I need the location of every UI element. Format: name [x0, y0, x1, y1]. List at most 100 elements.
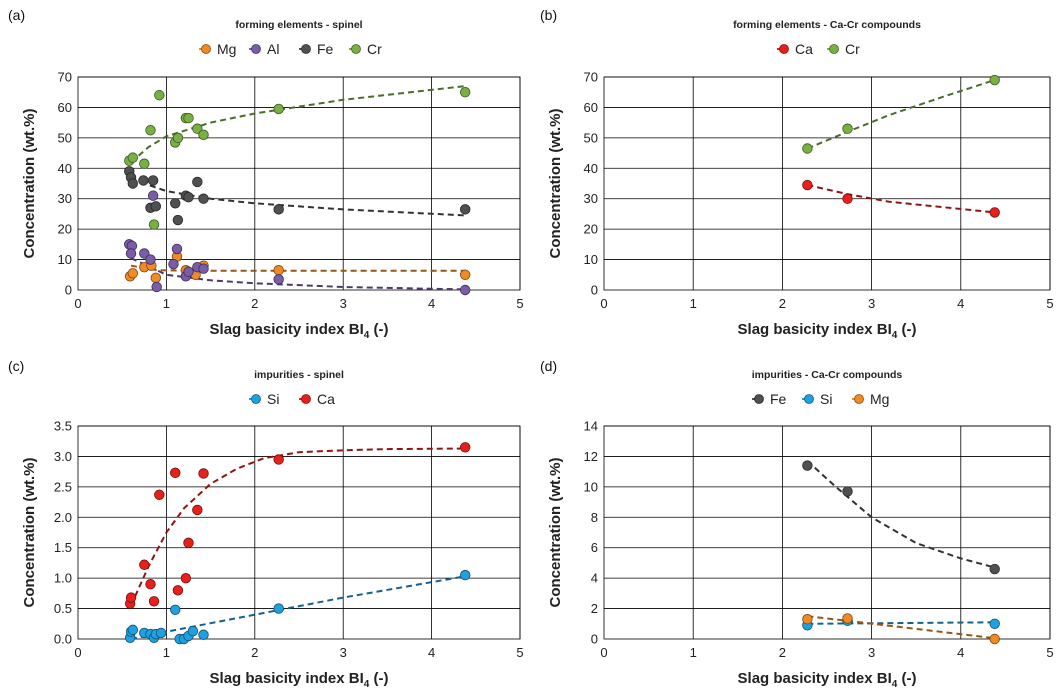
data-point-cr — [273, 103, 284, 115]
data-point-si — [198, 629, 209, 640]
y-tick-label: 20 — [584, 222, 598, 237]
series-fe — [124, 166, 471, 226]
y-tick-label: 1.0 — [54, 571, 72, 586]
legend-item-cr: Cr — [827, 41, 860, 57]
data-point-mg — [989, 633, 1000, 645]
y-tick-label: 12 — [584, 449, 598, 464]
data-point-ca — [198, 468, 209, 479]
data-point-ca — [802, 179, 813, 191]
x-tick-label: 4 — [428, 645, 435, 660]
legend-marker-si — [804, 394, 814, 404]
trendline-al — [130, 257, 466, 291]
data-point-mg — [273, 265, 284, 276]
y-tick-label: 40 — [58, 161, 72, 176]
data-point-mg — [459, 269, 471, 280]
x-tick-label: 5 — [1046, 645, 1053, 660]
data-point-fe — [273, 204, 284, 215]
legend: Si Ca — [249, 391, 335, 407]
y-tick-label: 3.5 — [54, 419, 72, 434]
chart-title: impurities - Ca-Cr compounds — [752, 369, 903, 381]
y-axis-title: Concentration (wt.%) — [547, 458, 564, 608]
data-point-al — [198, 263, 209, 274]
trendline-ca — [130, 447, 466, 606]
legend-item-fe: Fe — [752, 391, 787, 407]
legend-marker-ca — [779, 44, 789, 54]
plot-frame — [603, 425, 1051, 640]
data-point-fe — [989, 563, 1000, 575]
y-tick-label: 2 — [591, 601, 598, 616]
trendline-fe — [806, 460, 995, 569]
legend-label-ca: Ca — [317, 391, 335, 407]
data-point-ca — [183, 537, 194, 549]
legend-marker-al — [251, 44, 261, 54]
series-cr — [802, 74, 1000, 154]
x-tick-label: 4 — [957, 296, 964, 311]
data-point-al — [139, 248, 150, 259]
data-point-al — [273, 274, 284, 285]
data-point-fe — [198, 193, 209, 204]
x-tick-label: 3 — [868, 296, 875, 311]
data-point-fe — [192, 176, 203, 188]
data-point-fe — [842, 486, 853, 497]
y-tick-label: 1.5 — [54, 540, 72, 555]
data-point-fe — [172, 214, 184, 226]
panel-label: (c) — [8, 358, 24, 374]
legend-label-cr: Cr — [845, 41, 860, 57]
gridlines — [604, 76, 1051, 290]
y-tick-label: 2.0 — [54, 510, 72, 525]
x-tick-label: 5 — [1046, 296, 1053, 311]
legend-marker-ca — [301, 394, 311, 404]
y-tick-label: 2.5 — [54, 479, 72, 494]
y-tick-label: 4 — [591, 571, 598, 586]
y-tick-label: 3.0 — [54, 449, 72, 464]
legend-label-fe: Fe — [770, 391, 787, 407]
y-tick-label: 70 — [58, 70, 72, 85]
chart-title: forming elements - spinel — [235, 19, 362, 31]
legend-label-si: Si — [267, 391, 279, 407]
x-axis-title: Slag basicity index BI4 (-) — [738, 670, 917, 690]
y-tick-label: 70 — [584, 70, 598, 85]
data-point-mg — [150, 272, 161, 284]
y-tick-label: 10 — [584, 479, 598, 494]
x-tick-label: 4 — [957, 645, 964, 660]
data-point-cr — [192, 123, 203, 134]
x-tick-label: 0 — [74, 296, 81, 311]
data-point-ca — [842, 193, 853, 204]
y-tick-label: 0 — [591, 632, 598, 647]
y-axis-title: Concentration (wt.%) — [21, 109, 38, 259]
plot-frame — [603, 76, 1051, 291]
y-axis-title: Concentration (wt.%) — [21, 458, 38, 608]
data-point-al — [168, 258, 179, 270]
legend: Ca Cr — [777, 41, 860, 57]
data-point-ca — [125, 592, 137, 603]
data-point-cr — [145, 125, 156, 136]
x-tick-label: 1 — [163, 645, 170, 660]
legend-marker-cr — [829, 44, 839, 54]
legend-marker-fe — [754, 394, 764, 404]
legend-label-si: Si — [820, 391, 832, 407]
data-point-fe — [147, 175, 159, 186]
y-tick-label: 6 — [591, 540, 598, 555]
data-point-cr — [183, 112, 194, 124]
y-tick-label: 0.0 — [54, 632, 72, 647]
data-point-ca — [148, 596, 160, 607]
series-ca — [802, 179, 1000, 218]
trendline-ca — [807, 184, 995, 214]
series-al — [124, 190, 471, 296]
y-tick-label: 14 — [584, 419, 598, 434]
x-tick-label: 5 — [516, 645, 523, 660]
data-point-fe — [170, 198, 181, 209]
y-tick-label: 40 — [584, 161, 598, 176]
trendline-si — [807, 621, 995, 625]
data-point-al — [125, 248, 137, 259]
y-tick-label: 20 — [58, 222, 72, 237]
data-point-fe — [127, 178, 139, 189]
x-axis-title: Slag basicity index BI4 (-) — [738, 321, 917, 341]
data-point-al — [459, 284, 471, 296]
legend-item-mg: Mg — [852, 391, 889, 407]
x-tick-label: 1 — [690, 645, 697, 660]
chart-title: impurities - spinel — [254, 369, 344, 381]
y-tick-label: 50 — [584, 130, 598, 145]
data-point-cr — [154, 90, 165, 101]
data-point-cr — [842, 123, 853, 134]
